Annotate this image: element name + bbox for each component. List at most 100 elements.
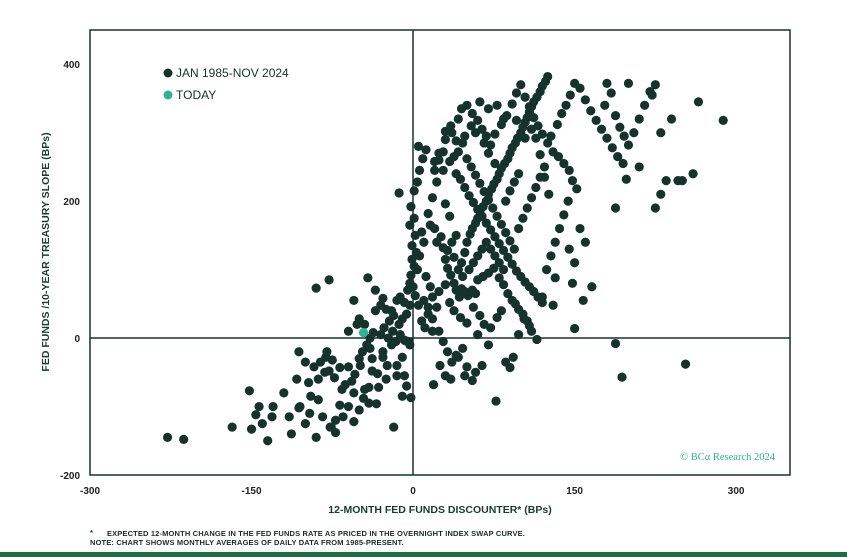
data-point-history <box>492 211 502 221</box>
data-point-history <box>420 323 430 333</box>
data-point-history <box>294 347 304 357</box>
data-point-history <box>458 343 468 353</box>
data-point-history <box>434 148 444 158</box>
data-point-history <box>440 254 450 264</box>
data-point-history <box>460 371 470 381</box>
data-point-history <box>640 100 650 110</box>
data-point-history <box>246 424 257 434</box>
data-point-history <box>458 271 468 282</box>
data-point-history <box>409 186 419 196</box>
data-point-history <box>522 316 532 326</box>
data-point-history <box>391 336 401 347</box>
data-point-history <box>311 432 321 442</box>
data-point-history <box>304 377 314 388</box>
data-point-history <box>554 223 565 234</box>
data-point-history <box>550 237 560 247</box>
data-point-history <box>537 297 547 308</box>
data-point-history <box>607 143 617 153</box>
data-point-history <box>600 100 610 110</box>
data-point-history <box>446 374 456 384</box>
data-point-history <box>305 408 315 418</box>
data-point-history <box>406 202 416 212</box>
data-point-history <box>575 83 585 93</box>
data-point-history <box>550 273 560 283</box>
data-point-history <box>460 182 470 193</box>
data-point-history <box>591 115 601 125</box>
data-point-history <box>447 357 457 367</box>
data-point-history <box>490 158 500 169</box>
data-point-history <box>455 312 466 323</box>
data-point-history <box>477 211 487 221</box>
data-point-history <box>490 129 500 139</box>
data-point-history <box>572 184 582 194</box>
data-point-history <box>318 412 328 422</box>
data-point-history <box>479 138 489 148</box>
legend-label-today: TODAY <box>176 88 216 102</box>
data-point-history <box>381 374 391 384</box>
data-point-history <box>453 265 463 275</box>
data-point-history <box>606 88 616 98</box>
data-point-history <box>440 199 450 209</box>
data-point-history <box>617 372 627 382</box>
data-point-history <box>491 396 501 406</box>
data-point-history <box>417 316 427 326</box>
data-point-history <box>434 326 444 336</box>
bottom-accent-bar <box>0 552 847 557</box>
data-point-history <box>688 169 698 179</box>
data-point-history <box>666 114 677 124</box>
data-point-history <box>397 391 407 401</box>
data-point-history <box>462 100 472 110</box>
data-point-history <box>409 213 419 223</box>
data-point-history <box>580 95 590 105</box>
data-point-history <box>494 239 504 249</box>
data-point-history <box>292 374 302 384</box>
data-point-history <box>365 343 375 353</box>
footnote-line-2: NOTE: CHART SHOWS MONTHLY AVERAGES OF DA… <box>90 538 404 547</box>
data-point-history <box>418 154 428 164</box>
data-point-history <box>529 113 539 123</box>
data-point-history <box>634 162 644 172</box>
data-point-history <box>587 282 597 292</box>
data-point-history <box>520 92 530 102</box>
data-point-history <box>507 259 517 269</box>
data-point-history <box>425 282 435 292</box>
data-point-history <box>570 258 580 268</box>
data-point-history <box>254 401 264 412</box>
data-point-history <box>467 375 477 386</box>
data-point-history <box>518 213 528 223</box>
data-point-history <box>470 367 481 377</box>
data-point-history <box>435 360 445 371</box>
data-point-history <box>498 265 509 275</box>
data-point-history <box>355 360 365 371</box>
data-point-history <box>370 306 380 316</box>
data-point-history <box>531 133 541 143</box>
x-axis-title: 12-MONTH FED FUNDS DISCOUNTER* (BPs) <box>328 504 551 516</box>
x-tick-labels: -300 -150 0 150 300 <box>80 486 745 497</box>
data-point-history <box>414 165 425 175</box>
data-point-history <box>586 106 596 116</box>
data-point-history <box>322 347 332 357</box>
data-point-history <box>309 362 319 372</box>
data-point-history <box>548 300 558 310</box>
data-point-history <box>370 285 380 295</box>
data-point-history <box>647 90 657 100</box>
data-point-history <box>423 208 433 219</box>
x-tick-label: 300 <box>728 486 745 497</box>
data-point-history <box>279 388 289 398</box>
data-point-history <box>442 263 453 273</box>
data-point-history <box>522 203 532 213</box>
data-point-history <box>354 405 364 415</box>
data-point-history <box>374 382 384 392</box>
data-point-history <box>544 189 554 199</box>
data-point-history <box>473 204 483 214</box>
data-point-history <box>244 386 254 396</box>
data-point-history <box>656 189 666 199</box>
data-point-history <box>615 122 625 132</box>
data-point-history <box>300 357 310 367</box>
data-point-history <box>410 291 420 301</box>
data-point-history <box>343 401 354 412</box>
data-point-history <box>467 108 477 119</box>
data-point-history <box>475 310 485 321</box>
data-point-history <box>413 141 424 151</box>
data-point-history <box>453 114 463 124</box>
